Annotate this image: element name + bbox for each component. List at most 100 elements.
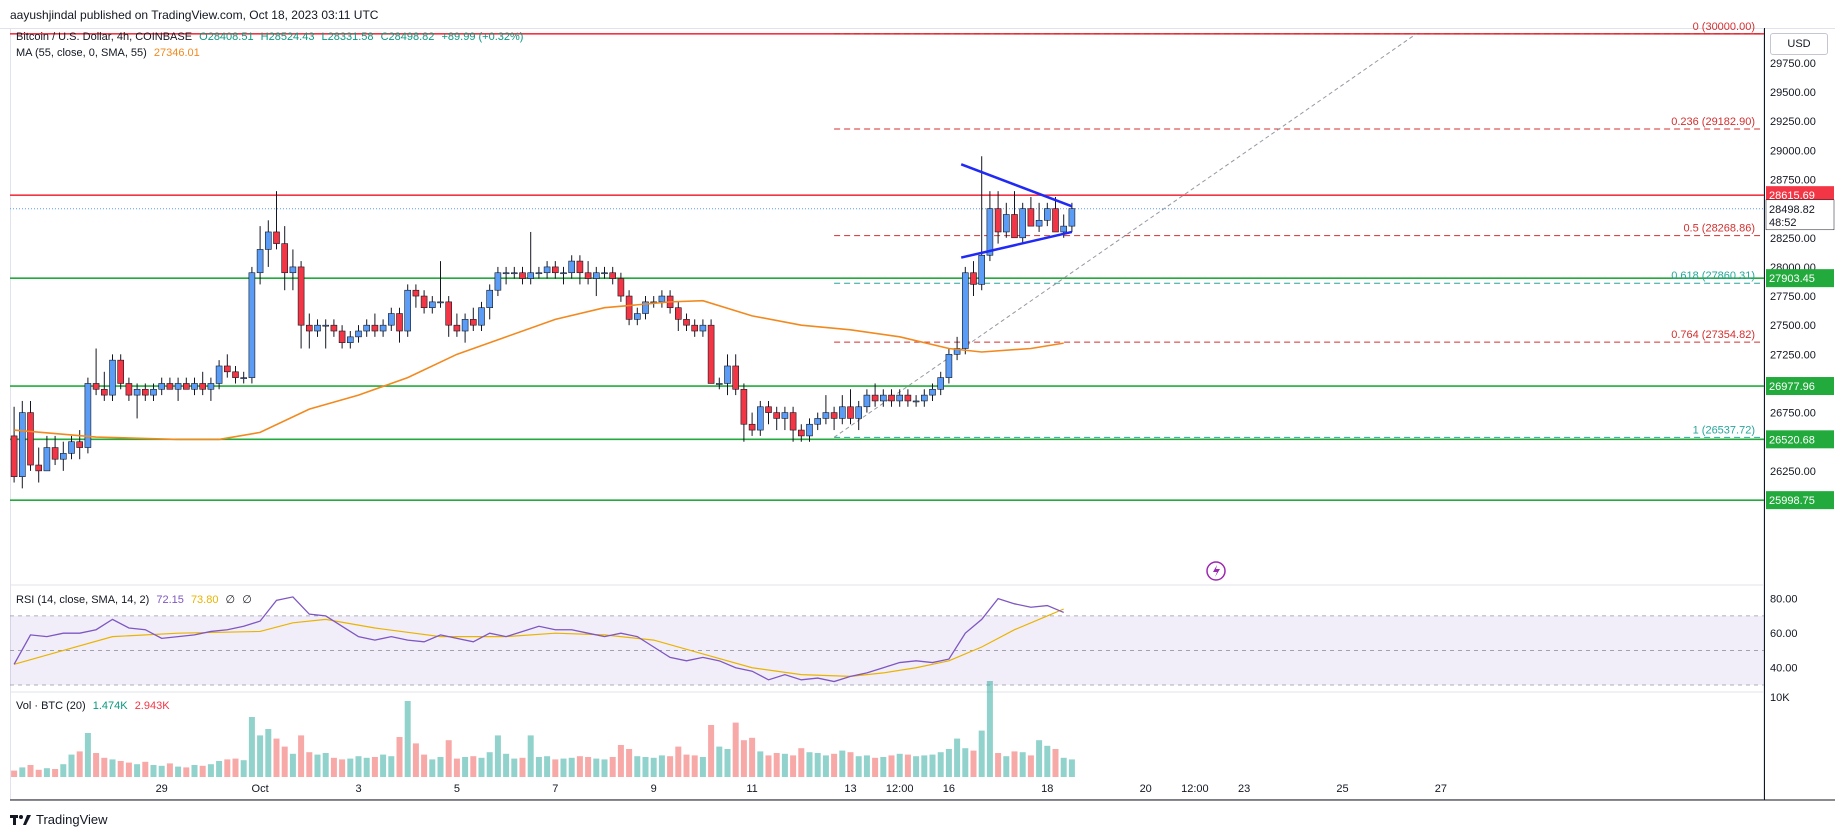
candle-body (765, 406, 772, 413)
candle-body (248, 272, 256, 378)
candle-body (10, 435, 18, 477)
candle-body (51, 447, 59, 460)
footer-brand[interactable]: TradingView (36, 812, 108, 827)
volume-bar (642, 757, 649, 777)
volume-bar (699, 757, 706, 777)
volume-bar (609, 757, 616, 777)
candle-body (346, 336, 354, 343)
candle-body (305, 324, 313, 332)
candle-body (158, 383, 165, 390)
time-tick-label: 11 (746, 783, 757, 795)
triangle-upper-line (960, 163, 1073, 208)
volume-bar (429, 759, 436, 777)
current-price-label-bg (1765, 199, 1835, 231)
candle-body (904, 394, 912, 402)
candle-body (125, 383, 133, 396)
volume-bar (1011, 751, 1018, 777)
candle-body (404, 289, 412, 332)
fib-level-label: 0 (30000.00) (1693, 21, 1755, 33)
time-tick-label: 9 (651, 783, 657, 795)
candle-body (1027, 208, 1035, 227)
candle-body (773, 412, 781, 419)
candle-body (453, 324, 461, 332)
volume-bar (125, 762, 132, 777)
volume-bar (601, 759, 608, 777)
publisher-text: aayushjindal published on TradingView.co… (10, 8, 379, 22)
rsi-label[interactable]: RSI (14, close, SMA, 14, 2) (16, 594, 150, 606)
volume-bar (207, 764, 214, 777)
candle-body (1019, 208, 1027, 239)
candle-body (273, 231, 280, 244)
volume-bar (330, 757, 337, 777)
volume-bar (150, 765, 157, 777)
volume-bar (511, 758, 518, 777)
currency-selector[interactable]: USD (1770, 33, 1828, 55)
volume-bar (986, 681, 993, 777)
level-label-text: 26520.68 (1769, 434, 1815, 446)
volume-bar (11, 770, 18, 777)
price-tick-label: 28250.00 (1770, 233, 1816, 245)
candle-body (256, 249, 264, 274)
volume-bar (175, 766, 182, 777)
candle-body (543, 266, 551, 274)
volume-bar (1003, 756, 1010, 777)
candle-body (355, 330, 362, 338)
volume-bar (109, 759, 116, 777)
time-tick-label: 16 (943, 783, 955, 795)
time-tick-label: 23 (1238, 783, 1250, 795)
volume-bar (363, 757, 370, 777)
candle-body (142, 388, 149, 396)
symbol-title[interactable]: Bitcoin / U.S. Dollar, 4h, COINBASE (16, 31, 193, 43)
volume-bar (896, 753, 903, 777)
price-tick-label: 26250.00 (1770, 466, 1816, 478)
candle-body (740, 388, 748, 425)
volume-bar (765, 755, 772, 777)
volume-bar (585, 757, 592, 777)
candle-body (43, 447, 51, 472)
fib-level-label: 0.618 (27860.31) (1671, 270, 1755, 282)
low-value: L28331.58 (321, 31, 374, 43)
ma-label[interactable]: MA (55, close, 0, SMA, 55) (16, 47, 147, 59)
rsi-tick-label: 80.00 (1770, 594, 1798, 606)
candle-body (445, 301, 453, 326)
candle-body (642, 301, 649, 314)
candle-body (756, 406, 764, 431)
volume-label[interactable]: Vol · BTC (20) (16, 700, 86, 712)
volume-bar (732, 722, 739, 777)
level-label-bg (1766, 491, 1834, 510)
triangle-lower-line (960, 230, 1073, 259)
candle-body (822, 412, 830, 419)
candle-body (109, 359, 116, 396)
publisher-bar: aayushjindal published on TradingView.co… (0, 0, 1835, 29)
volume-bar (519, 757, 526, 777)
candle-body (199, 383, 206, 390)
volume-bar (380, 754, 387, 777)
rsi-ma-value: 73.80 (190, 594, 219, 606)
volume-bar (568, 757, 575, 777)
volume-bar (1060, 757, 1067, 777)
volume-bar (913, 756, 920, 777)
open-value: O28408.51 (199, 31, 254, 43)
volume-bar (1036, 740, 1043, 777)
rsi-value: 72.15 (156, 594, 184, 606)
volume-bar (314, 754, 321, 777)
level-label-bg (1766, 430, 1834, 449)
candle-body (912, 400, 920, 403)
candle-body (166, 383, 174, 390)
volume-bar (19, 767, 26, 777)
candle-body (929, 388, 936, 396)
candle-body (592, 272, 600, 279)
candle-body (215, 365, 223, 384)
candle-body (789, 412, 797, 431)
candle-body (379, 324, 387, 332)
level-label-bg (1766, 377, 1834, 396)
candle-body (953, 348, 961, 355)
candle-body (879, 394, 887, 402)
candle-body (174, 383, 182, 390)
candle-body (527, 272, 535, 279)
fib-level-label: 0.5 (28268.86) (1683, 223, 1755, 235)
candle-body (338, 330, 346, 343)
volume-bar (855, 756, 862, 777)
candle-body (27, 412, 34, 466)
